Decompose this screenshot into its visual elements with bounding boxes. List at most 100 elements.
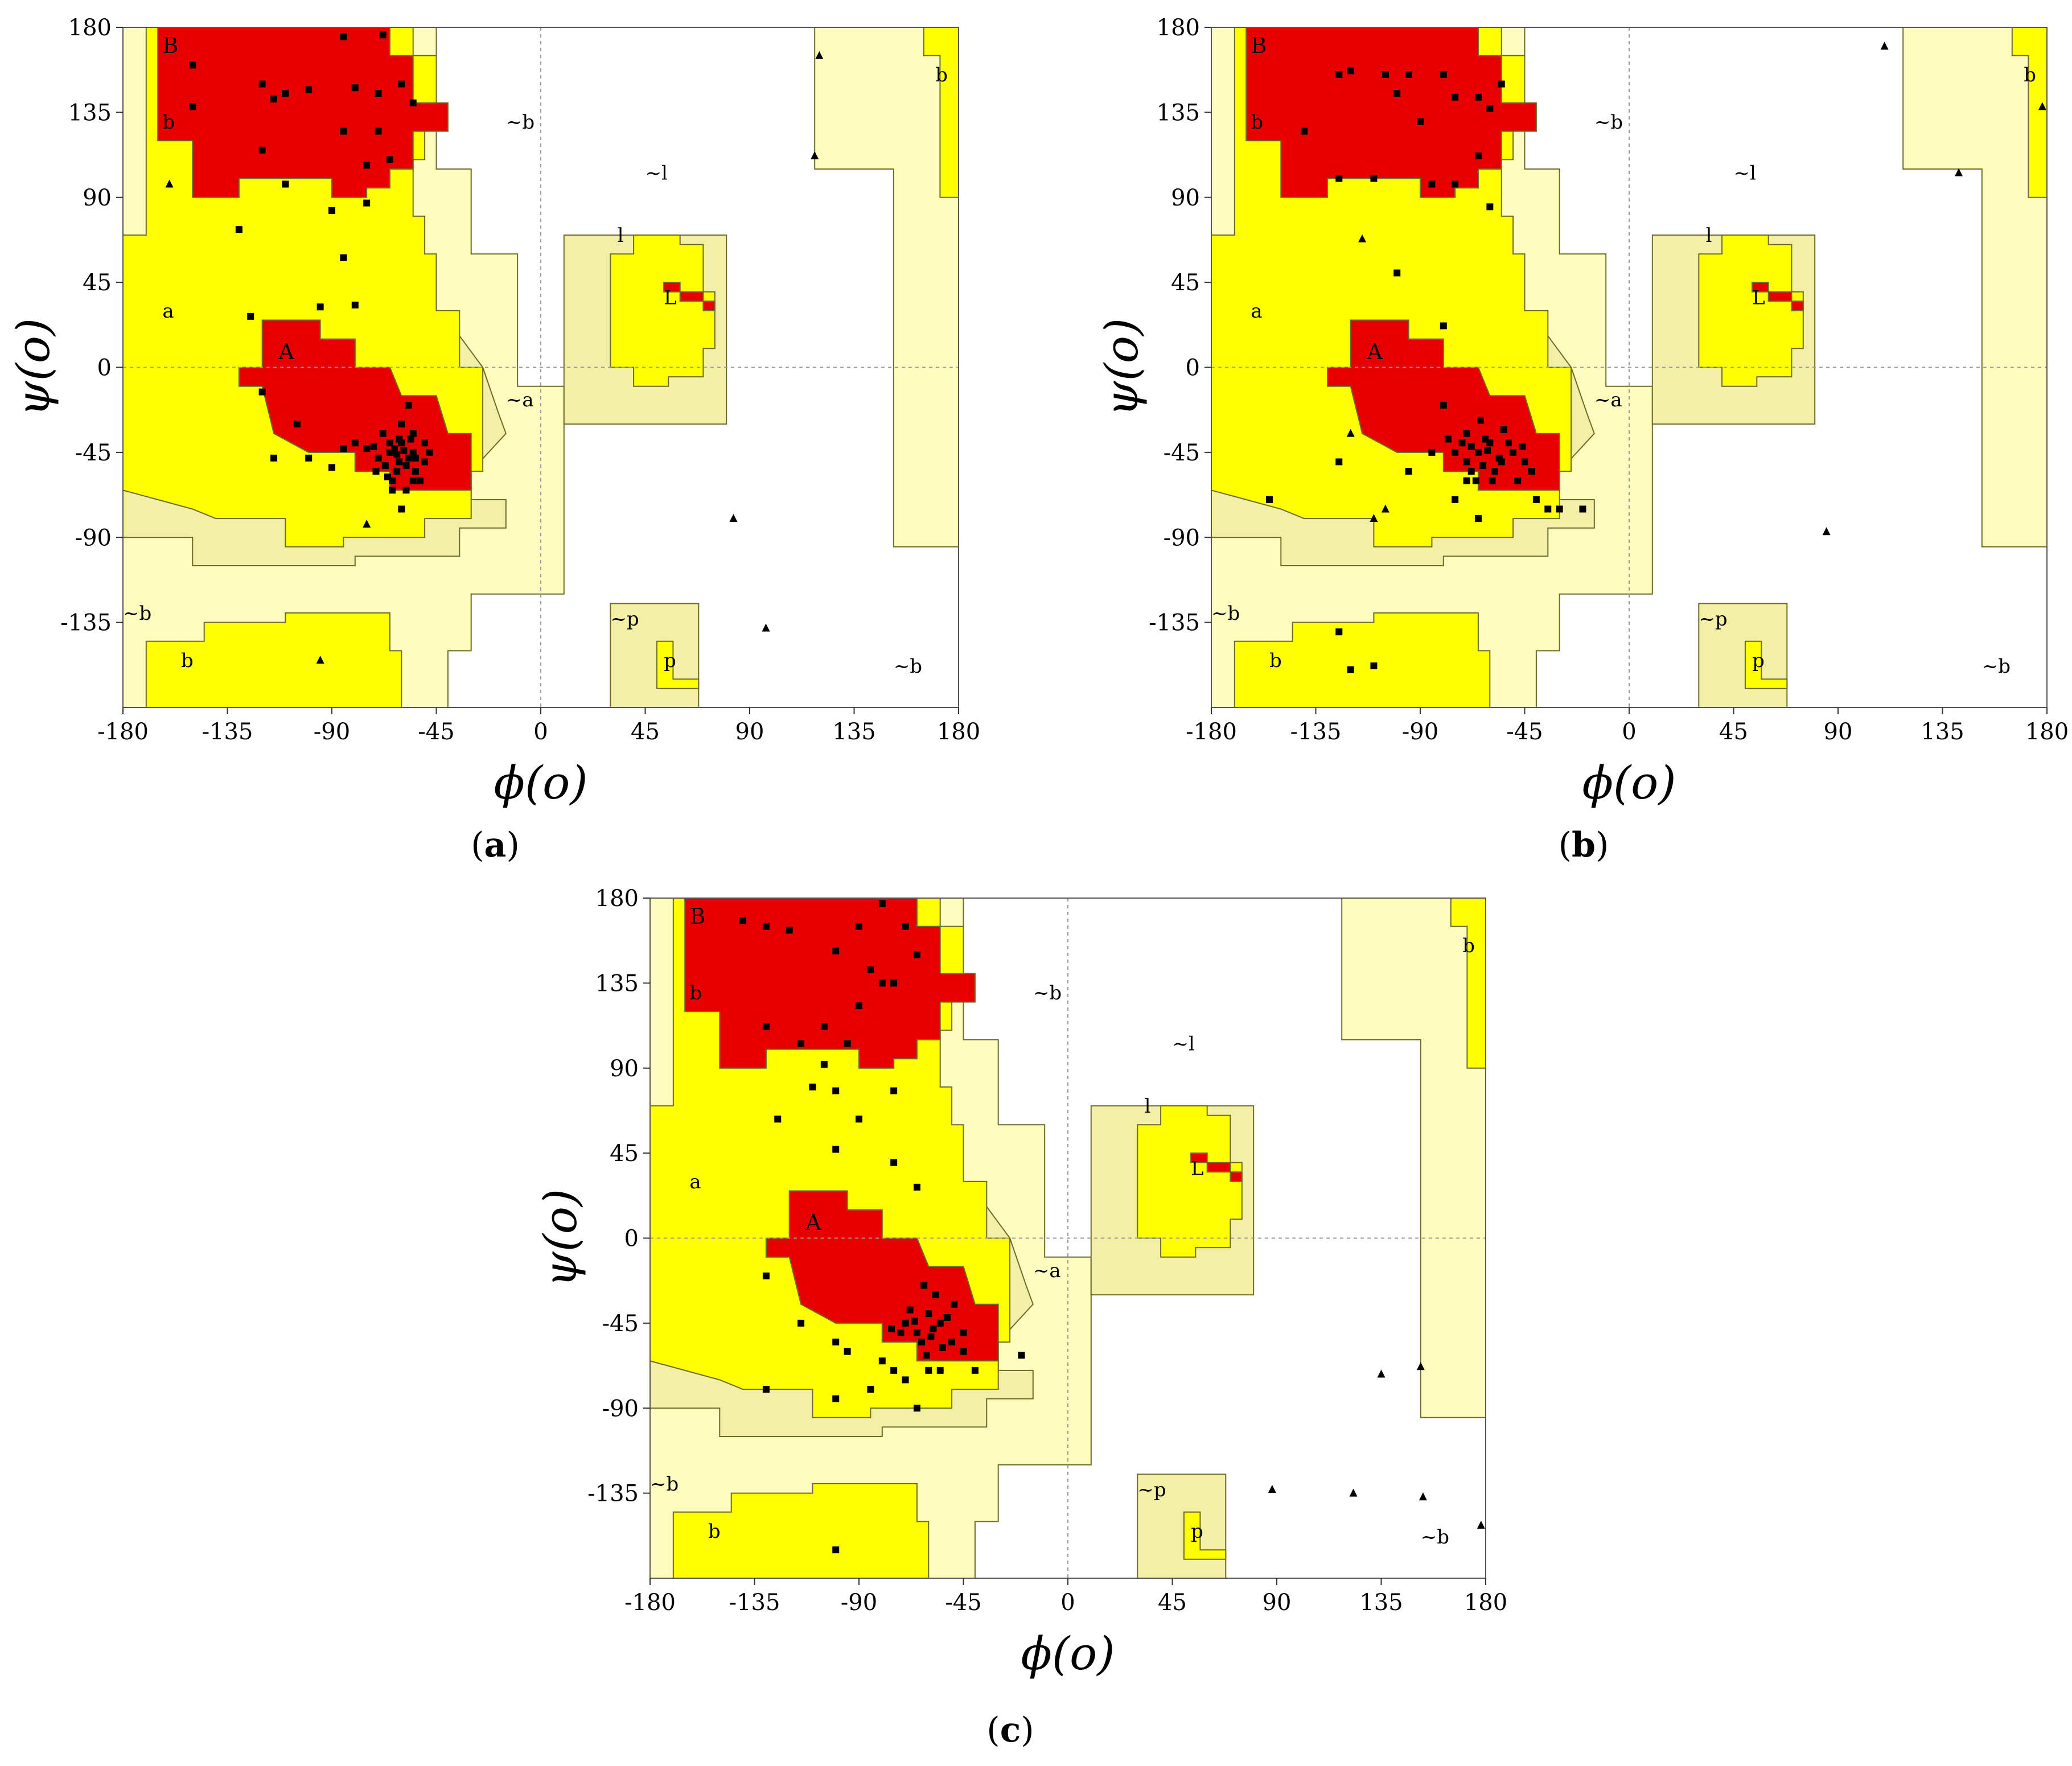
residue-point (1486, 203, 1494, 211)
residue-point (832, 1546, 840, 1554)
residue-point (1335, 458, 1343, 466)
allowed-region (1183, 1511, 1227, 1560)
residue-point (878, 900, 886, 907)
glycine-point (1416, 1362, 1425, 1370)
region-label: p (664, 649, 676, 672)
region-label: a (1251, 300, 1262, 323)
residue-point (878, 979, 886, 987)
residue-point (1405, 71, 1412, 78)
residue-point (1474, 515, 1482, 522)
residue-point (412, 454, 419, 462)
core-region (1245, 27, 1537, 198)
residue-point (305, 454, 313, 462)
residue-point (247, 312, 254, 320)
residue-point (1514, 477, 1522, 484)
y-tick-label: -135 (60, 610, 112, 636)
region-label: A (278, 339, 294, 364)
glycine-point (1419, 1492, 1427, 1501)
residue-point (1489, 477, 1496, 484)
region-label: L (1191, 1158, 1204, 1180)
residue-point (1472, 477, 1479, 484)
residue-point (951, 1300, 958, 1308)
region-label: b (162, 111, 175, 134)
glycine-point (762, 623, 770, 632)
x-tick-label: 180 (937, 719, 980, 745)
residue-point (1463, 458, 1470, 466)
region-label: l (1145, 1095, 1151, 1118)
residue-point (936, 1366, 944, 1374)
residue-point (1405, 468, 1412, 475)
residue-point (786, 927, 793, 934)
residue-point (1335, 628, 1343, 636)
region-label: l (1706, 224, 1712, 247)
residue-point (930, 1325, 937, 1332)
x-tick-label: 90 (735, 719, 764, 745)
residue-point (189, 103, 196, 110)
residue-point (282, 90, 289, 97)
panel-caption: (b) (1559, 825, 1609, 865)
residue-point (1477, 417, 1485, 424)
x-tick-label: 45 (1719, 719, 1748, 745)
residue-point (936, 1319, 944, 1327)
panel-c: Bb a A ~a ~b ~l l L ~p p b ~b b ~b -180 -135 -90 -45 0 45 90… (534, 886, 1507, 1750)
core-region (684, 898, 976, 1069)
region-label: L (1752, 287, 1765, 310)
residue-point (1440, 71, 1447, 78)
residue-point (774, 1115, 782, 1123)
region-label: ~p (1699, 608, 1727, 631)
residue-point (407, 435, 414, 443)
residue-point (878, 1357, 886, 1365)
residue-point (270, 96, 278, 103)
residue-point (762, 1023, 770, 1030)
y-tick-label: 0 (1186, 355, 1200, 381)
y-tick-label: -45 (1164, 440, 1200, 466)
residue-point (1579, 505, 1586, 513)
residue-point (396, 458, 403, 466)
residue-point (832, 1087, 840, 1094)
residue-point (386, 156, 393, 163)
residue-point (1018, 1352, 1025, 1359)
residue-point (258, 388, 266, 396)
region-label: ~a (1594, 389, 1622, 411)
residue-point (1265, 496, 1273, 503)
residue-point (340, 445, 347, 452)
residue-point (832, 947, 840, 954)
residue-point (1463, 430, 1470, 437)
glycine-point (316, 656, 324, 664)
residue-point (375, 127, 382, 135)
residue-point (1382, 71, 1389, 78)
residue-point (911, 1318, 918, 1325)
y-tick-label: -90 (1164, 525, 1200, 551)
residue-point (902, 1376, 909, 1384)
residue-point (913, 1329, 920, 1336)
residue-point (960, 1329, 967, 1336)
glycine-point (1370, 514, 1378, 522)
residue-point (389, 487, 396, 494)
core-region (765, 1190, 999, 1362)
residue-point (1495, 454, 1503, 462)
allowed-region (656, 640, 700, 689)
region-label: ~b (1033, 982, 1062, 1005)
region-label: ~l (646, 162, 668, 185)
residue-point (739, 917, 747, 924)
residue-point (1519, 443, 1526, 450)
residue-point (340, 254, 347, 261)
core-region (663, 282, 716, 311)
y-tick-label: 180 (68, 15, 112, 41)
residue-point (932, 1291, 939, 1299)
residue-point (1467, 468, 1475, 475)
x-tick-label: 180 (1464, 1590, 1507, 1616)
residue-point (391, 445, 398, 452)
region-label: ~a (1033, 1259, 1061, 1282)
x-tick-label: -180 (1186, 719, 1237, 745)
glycine-point (1268, 1484, 1276, 1493)
region-label: B (1251, 33, 1267, 58)
region-label: ~b (1421, 1526, 1449, 1549)
region-label: B (689, 904, 705, 929)
residue-point (1474, 448, 1482, 456)
region-label: ~b (650, 1473, 679, 1496)
x-tick-label: -45 (1506, 719, 1543, 745)
residue-point (1498, 80, 1505, 88)
residue-point (913, 951, 920, 958)
